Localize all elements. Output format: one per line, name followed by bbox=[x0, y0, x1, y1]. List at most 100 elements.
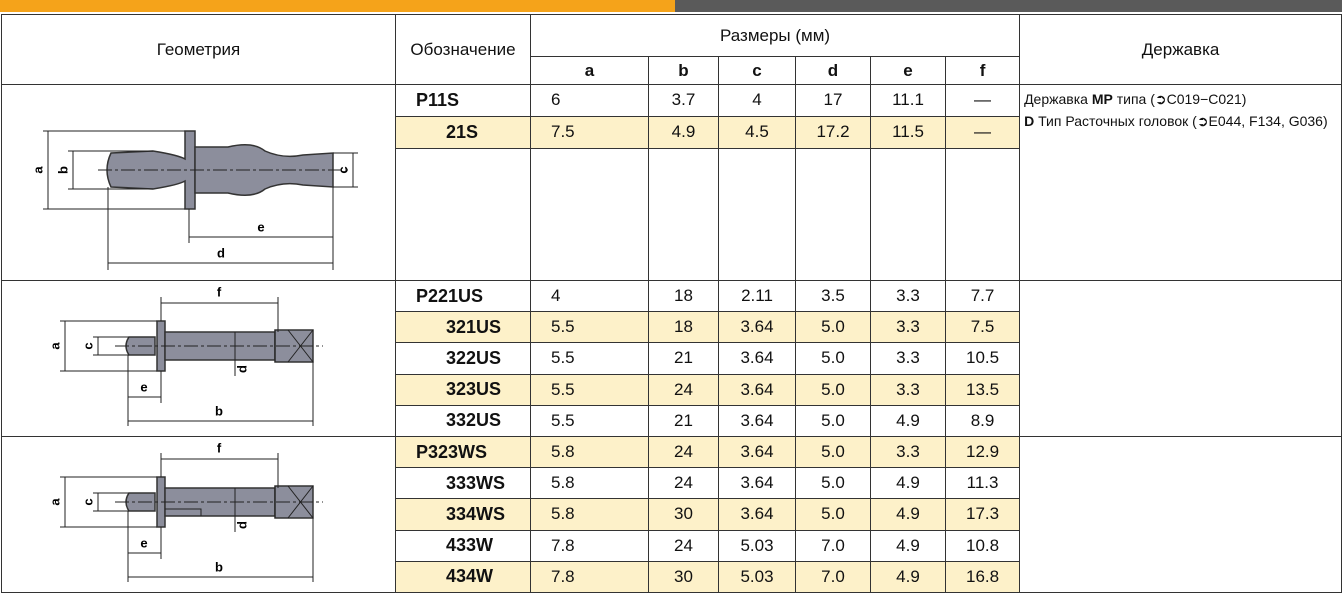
dimension-value: 4.9 bbox=[870, 560, 946, 593]
dimension-value: 3.3 bbox=[870, 373, 946, 406]
empty-cell bbox=[648, 147, 719, 282]
dimension-value: 8.9 bbox=[944, 404, 1021, 438]
dimension-value: 30 bbox=[648, 498, 719, 531]
designation: 322US bbox=[395, 342, 531, 375]
dimension-value: 5.5 bbox=[530, 373, 649, 406]
table-row: 333WS 5.8 24 3.64 5.0 4.9 11.3 bbox=[2, 467, 1342, 500]
dimension-value: 4.9 bbox=[870, 498, 946, 531]
dimension-value: 3.64 bbox=[718, 404, 796, 438]
designation: 21S bbox=[395, 115, 531, 149]
dimension-value: 6 bbox=[530, 84, 649, 117]
dimension-value: 18 bbox=[648, 311, 719, 344]
dimension-header: c bbox=[718, 56, 796, 85]
dimension-value: 5.0 bbox=[795, 311, 871, 344]
dimension-value: 24 bbox=[648, 373, 719, 406]
dimension-value: 7.0 bbox=[795, 529, 871, 562]
dim-label: d bbox=[234, 365, 249, 373]
dimension-value: 3.3 bbox=[870, 279, 946, 313]
designation: P323WS bbox=[395, 435, 531, 469]
dimension-value: 3.64 bbox=[718, 467, 796, 500]
header-designation: Обозначение bbox=[395, 14, 531, 85]
dimension-value: 4.5 bbox=[718, 115, 796, 149]
holder-text: Державка bbox=[1024, 91, 1092, 107]
empty-cell bbox=[395, 147, 531, 282]
dim-label: d bbox=[234, 521, 249, 529]
table-row: 433W 7.8 24 5.03 7.0 4.9 10.8 bbox=[2, 529, 1342, 562]
holder-text: MP bbox=[1091, 91, 1113, 107]
holder-note: Державка MP типа (➲C019−C021) bbox=[1024, 91, 1337, 108]
dimension-value: 3.64 bbox=[718, 311, 796, 344]
dimension-value: 10.8 bbox=[944, 529, 1021, 562]
dimension-value: 3.64 bbox=[718, 342, 796, 375]
header-holder: Державка bbox=[1019, 14, 1342, 85]
dimension-value: 3.3 bbox=[870, 342, 946, 375]
top-bar bbox=[0, 0, 1342, 12]
dimension-value: 5.03 bbox=[718, 529, 796, 562]
stud-drawing: f a c d e b bbox=[47, 440, 323, 582]
dimension-value: 21 bbox=[648, 404, 719, 438]
dim-label: a bbox=[30, 166, 45, 174]
geometry-cell: f a c d e b bbox=[1, 280, 396, 437]
dim-label: e bbox=[140, 379, 147, 394]
designation: 434W bbox=[395, 560, 531, 593]
table-row: 434W 7.8 30 5.03 7.0 4.9 16.8 bbox=[2, 560, 1342, 593]
dimension-value: 7.8 bbox=[530, 560, 649, 593]
dimension-value: 5.8 bbox=[530, 498, 649, 531]
dimension-value: 13.5 bbox=[944, 373, 1021, 406]
dimension-value: 5.0 bbox=[795, 435, 871, 469]
dimension-value: 4.9 bbox=[870, 404, 946, 438]
dimension-value: 3.64 bbox=[718, 498, 796, 531]
stud-drawing: a b c e d bbox=[30, 130, 358, 270]
dimension-value: 4.9 bbox=[870, 467, 946, 500]
holder-cell bbox=[1019, 280, 1342, 437]
table-row: 322US 5.5 21 3.64 5.0 3.3 10.5 bbox=[2, 342, 1342, 375]
dimension-value: 24 bbox=[648, 467, 719, 500]
dimension-value: 17.2 bbox=[795, 115, 871, 149]
dimension-value: 7.5 bbox=[530, 115, 649, 149]
empty-cell bbox=[870, 147, 946, 282]
dimension-value: 3.64 bbox=[718, 373, 796, 406]
header-geometry: Геометрия bbox=[1, 14, 396, 85]
stud-drawing: f a c d e b bbox=[47, 284, 323, 426]
dimension-value: 4 bbox=[718, 84, 796, 117]
dimension-value: 5.0 bbox=[795, 342, 871, 375]
designation: P11S bbox=[395, 84, 531, 117]
dimension-value: 5.8 bbox=[530, 435, 649, 469]
dimension-value: 5.5 bbox=[530, 311, 649, 344]
table-row: f a c d e b P323WS 5.8 24 3.64 5.0 3.3 12.9 bbox=[1, 435, 1342, 593]
dimension-value: 5.5 bbox=[530, 342, 649, 375]
dimension-value: 11.5 bbox=[870, 115, 946, 149]
designation: P221US bbox=[395, 279, 531, 313]
designation: 333WS bbox=[395, 467, 531, 500]
header-dimensions: Размеры (мм) bbox=[529, 14, 1021, 57]
dimension-value: 4.9 bbox=[648, 115, 719, 149]
dimension-value: 5.0 bbox=[795, 373, 871, 406]
table-row: f a c d e b P221US 4 18 2.11 3.5 3.3 7.7 bbox=[1, 279, 1342, 437]
dimension-value: 10.5 bbox=[944, 342, 1021, 375]
dim-label: a bbox=[47, 498, 62, 506]
pull-stud-table: Геометрия Обозначение Размеры (мм) Держа… bbox=[1, 14, 1342, 593]
dimension-value: 11.1 bbox=[870, 84, 946, 117]
dimension-value: 3.3 bbox=[870, 435, 946, 469]
designation: 433W bbox=[395, 529, 531, 562]
holder-text: D bbox=[1024, 113, 1035, 129]
dimension-value: 5.5 bbox=[530, 404, 649, 438]
dimension-value: 3.5 bbox=[795, 279, 871, 313]
geometry-cell: a b c e d bbox=[1, 84, 396, 281]
dimension-value: 12.9 bbox=[944, 435, 1021, 469]
dim-label: b bbox=[55, 166, 70, 174]
holder-text: типа (➲C019−C021) bbox=[1112, 91, 1247, 107]
table-row: 332US 5.5 21 3.64 5.0 4.9 8.9 bbox=[2, 404, 1342, 438]
dimension-header: b bbox=[648, 56, 719, 85]
dim-label: b bbox=[215, 403, 223, 418]
dimension-value: 17 bbox=[795, 84, 871, 117]
designation: 323US bbox=[395, 373, 531, 406]
designation: 321US bbox=[395, 311, 531, 344]
dimension-value: 24 bbox=[648, 529, 719, 562]
dim-label: f bbox=[216, 440, 221, 455]
dimension-value: 7.5 bbox=[944, 311, 1021, 344]
dimension-value: 5.03 bbox=[718, 560, 796, 593]
dim-label: c bbox=[80, 342, 95, 349]
dimension-value: 5.8 bbox=[530, 467, 649, 500]
dimension-value: 3.3 bbox=[870, 311, 946, 344]
